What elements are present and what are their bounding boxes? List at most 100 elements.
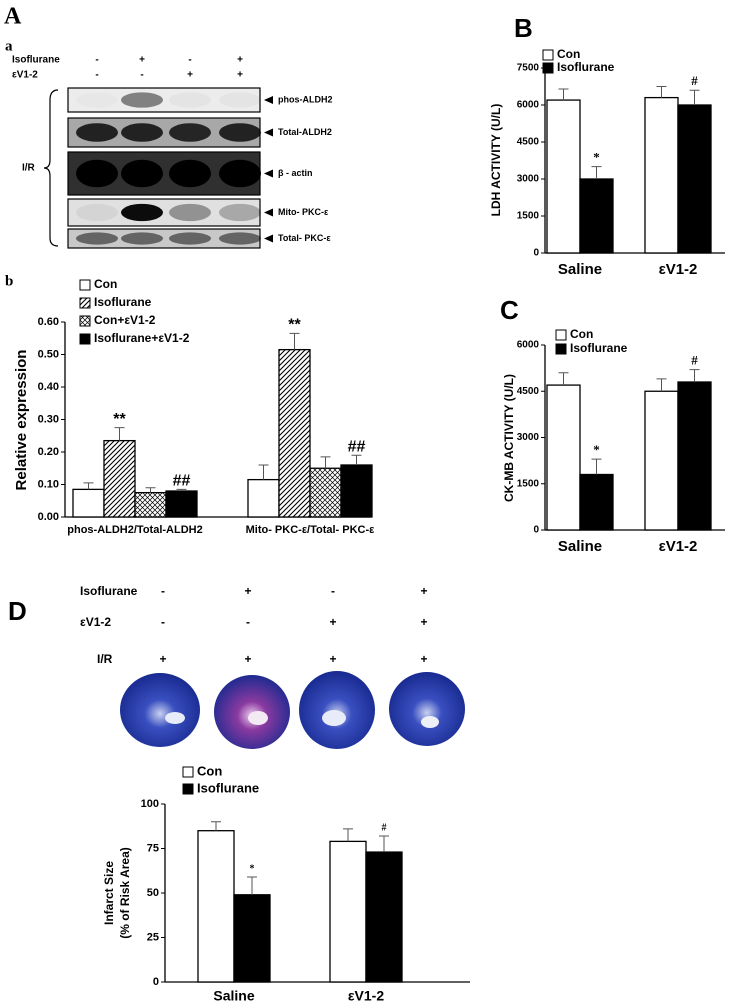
condition-sign: - [95, 70, 98, 81]
bar [103, 439, 136, 518]
condition-label: Isoflurane [12, 55, 60, 66]
condition-sign: + [420, 615, 427, 629]
y-tick-label: 0 [533, 248, 539, 259]
error-bar [114, 427, 125, 441]
condition-sign: - [188, 55, 191, 66]
bar [644, 390, 679, 531]
condition-sign: + [159, 652, 166, 666]
heart-cavity [421, 716, 439, 728]
legend-label: Con [570, 327, 593, 341]
error-bar [656, 86, 667, 98]
x-tick-label: Saline [558, 538, 602, 555]
y-tick-label: 1500 [517, 211, 540, 222]
condition-sign: + [329, 615, 336, 629]
blot-band [219, 232, 261, 245]
bar [197, 830, 235, 983]
panel-label: B [514, 13, 533, 43]
y-tick-label: 4500 [517, 137, 540, 148]
error-bar [591, 458, 602, 475]
legend-swatch [79, 297, 91, 309]
bar [134, 491, 167, 518]
condition-sign: + [244, 584, 251, 598]
error-bar [656, 378, 667, 392]
panel-label: a [5, 38, 13, 54]
heart-image [299, 671, 375, 749]
y-tick-label: 50 [147, 887, 159, 899]
significance-mark: # [691, 73, 698, 88]
condition-sign: - [161, 615, 165, 629]
error-bar [247, 876, 257, 895]
condition-label: εV1-2 [80, 615, 111, 629]
blot-band [219, 92, 261, 107]
heart-image [120, 673, 200, 747]
blot-strip [67, 198, 261, 227]
heart-images [120, 671, 465, 749]
y-tick-label: 0.50 [38, 348, 59, 360]
legend-label: Isoflurane [94, 295, 152, 309]
y-tick-label: 3000 [517, 174, 540, 185]
bar [329, 840, 367, 983]
bar [579, 473, 614, 531]
legend-label: Isoflurane [570, 341, 628, 355]
legend-label: Isoflurane [557, 60, 615, 74]
significance-mark: ## [173, 473, 191, 490]
figure-label: A [4, 4, 22, 30]
blot-strip [67, 87, 261, 113]
condition-sign: + [420, 652, 427, 666]
error-bar [558, 88, 569, 101]
legend-swatch [542, 49, 554, 61]
blot-band [169, 92, 211, 107]
heart-cavity [322, 710, 346, 726]
y-tick-label: 0.60 [38, 316, 59, 328]
x-tick-label: εV1-2 [348, 988, 384, 1003]
condition-label: I/R [97, 652, 113, 666]
band-label: Total-ALDH2 [278, 127, 332, 137]
bar [233, 894, 271, 983]
condition-sign: - [95, 55, 98, 66]
condition-sign: + [329, 652, 336, 666]
bar [309, 467, 342, 518]
band-arrow [264, 96, 273, 104]
panel-label: C [500, 295, 519, 325]
error-bar [320, 456, 331, 469]
x-tick-label: Mito- PKC-ε/Total- PKC-ε [246, 524, 376, 536]
heart-cavity [248, 711, 268, 725]
error-bar [145, 487, 156, 493]
bar [247, 478, 280, 518]
bar [72, 488, 105, 518]
y-tick-label: 6000 [517, 340, 540, 351]
bar [644, 96, 679, 254]
x-tick-label: εV1-2 [659, 538, 698, 555]
significance-mark: # [691, 353, 698, 368]
condition-label: εV1-2 [12, 70, 38, 81]
blot-band [76, 203, 118, 222]
y-tick-label: 6000 [517, 100, 540, 111]
heart-cavity [165, 712, 185, 724]
condition-sign: + [139, 55, 145, 66]
legend-swatch [182, 766, 194, 778]
error-bar [83, 482, 94, 490]
error-bar [689, 89, 700, 105]
legend-swatch [555, 329, 567, 341]
y-tick-label: 0 [533, 525, 539, 536]
blot-band [76, 123, 118, 142]
brace [43, 89, 59, 247]
legend-label: Con+εV1-2 [94, 313, 156, 327]
blot-band [219, 203, 261, 222]
blot-band [219, 123, 261, 142]
error-bar [343, 828, 353, 842]
y-tick-label: 7500 [517, 63, 540, 74]
error-bar [591, 166, 602, 179]
bar [677, 381, 712, 531]
legend-label: Isoflurane [197, 780, 259, 795]
y-axis-label: (% of Risk Area) [118, 847, 132, 939]
error-bar [258, 464, 269, 480]
band-arrow [264, 208, 273, 217]
condition-sign: + [237, 55, 243, 66]
band-arrow [264, 234, 273, 243]
legend-label: Con [197, 763, 222, 778]
band-label: β - actin [278, 168, 313, 178]
y-tick-label: 0.00 [38, 511, 59, 523]
condition-label: Isoflurane [80, 584, 138, 598]
y-tick-label: 0.10 [38, 478, 59, 490]
